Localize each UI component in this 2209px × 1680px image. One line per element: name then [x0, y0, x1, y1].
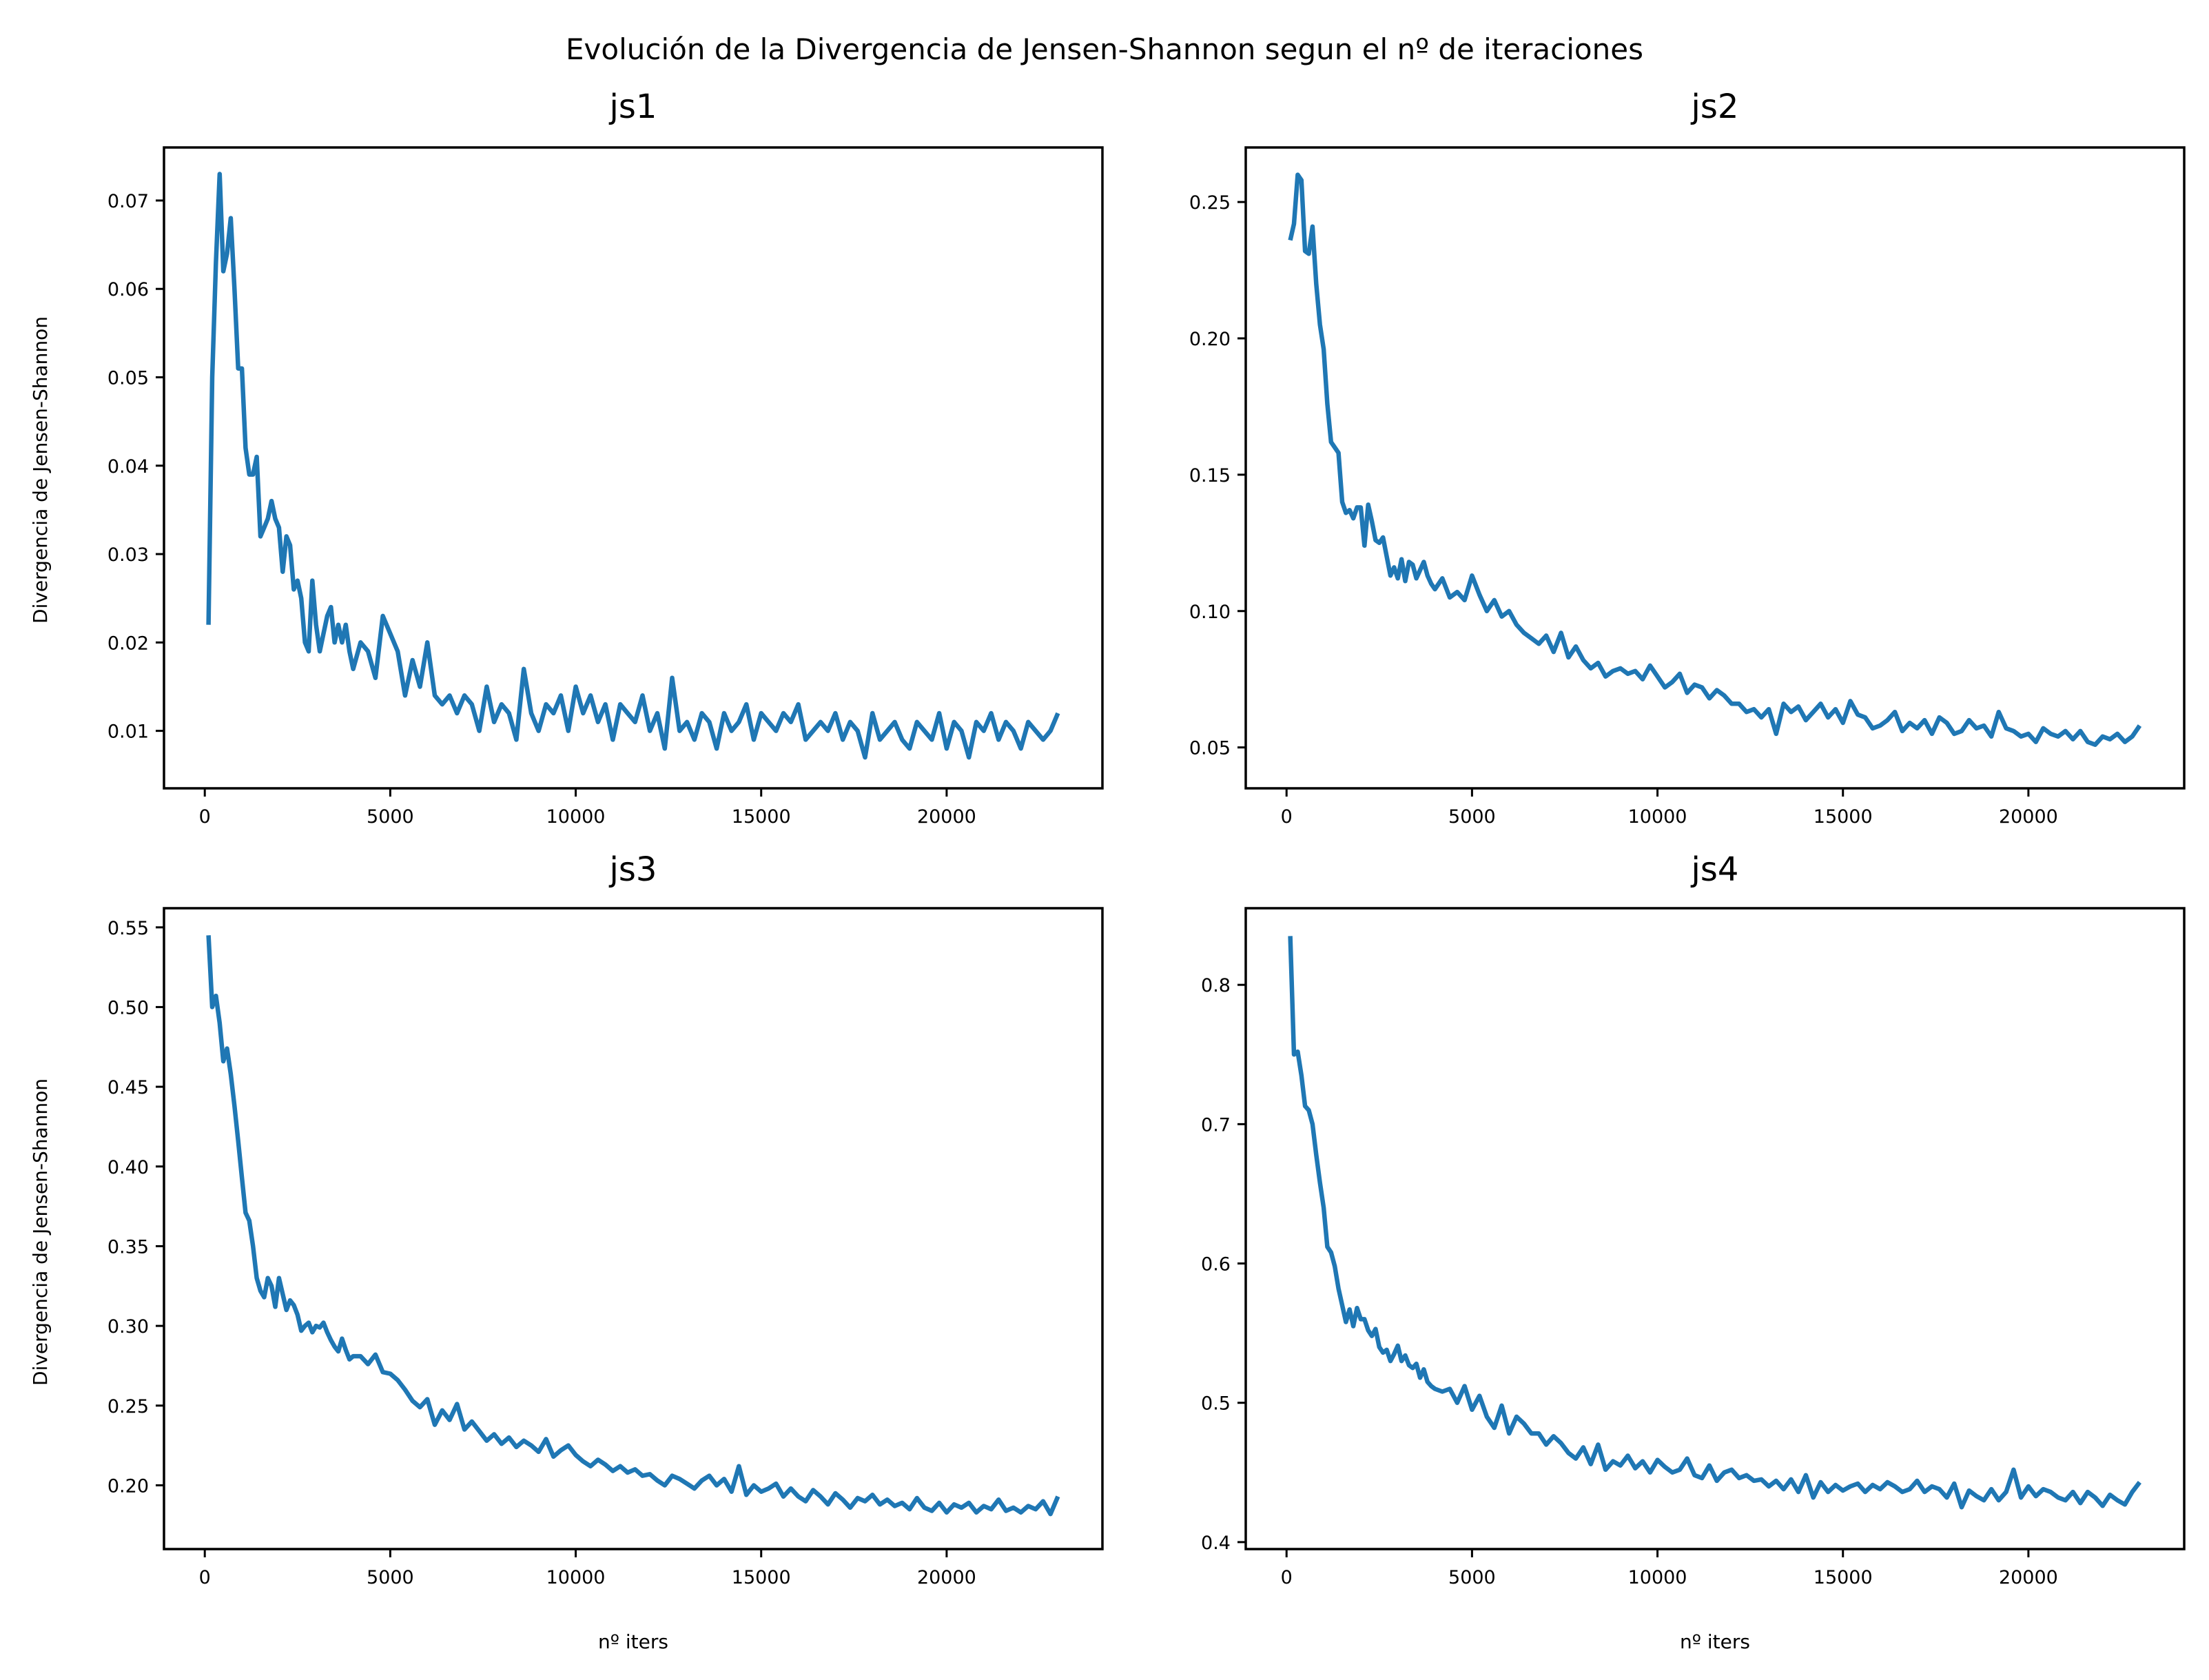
- subplot-title: js3: [609, 850, 657, 889]
- x-tick-label: 5000: [1448, 1567, 1496, 1588]
- y-tick-label: 0.40: [107, 1157, 149, 1178]
- x-tick-label: 10000: [1628, 1567, 1687, 1588]
- x-tick-label: 5000: [367, 1567, 414, 1588]
- x-tick-label: 0: [1281, 1567, 1293, 1588]
- y-tick-label: 0.6: [1201, 1254, 1231, 1276]
- series-line: [1288, 172, 2142, 747]
- y-tick-label: 0.25: [1189, 192, 1231, 214]
- y-tick-label: 0.15: [1189, 465, 1231, 486]
- subplot-title: js1: [609, 88, 657, 126]
- subplot-js3: js3 Divergencia de Jensen-Shannon nº ite…: [29, 850, 1104, 1653]
- y-axis-label: Divergencia de Jensen-Shannon: [29, 1078, 52, 1386]
- y-tick-label: 0.30: [107, 1316, 149, 1338]
- x-tick-label: 0: [199, 1567, 211, 1588]
- y-tick-label: 0.02: [107, 633, 149, 654]
- x-tick-label: 10000: [546, 806, 606, 828]
- y-tick-label: 0.06: [107, 279, 149, 300]
- y-tick-label: 0.07: [107, 191, 149, 212]
- x-tick-label: 15000: [1814, 1567, 1873, 1588]
- x-tick-label: 5000: [1448, 806, 1496, 828]
- y-tick-label: 0.45: [107, 1077, 149, 1098]
- y-tick-label: 0.04: [107, 456, 149, 478]
- y-axis-label: Divergencia de Jensen-Shannon: [29, 316, 52, 624]
- subplot-js1: js1 Divergencia de Jensen-Shannon 0 5000 1…: [29, 88, 1104, 828]
- x-tick-label: 15000: [1814, 806, 1873, 828]
- y-tick-label: 0.20: [107, 1475, 149, 1497]
- y-tick-label: 0.7: [1201, 1114, 1231, 1136]
- y-tick-label: 0.50: [107, 997, 149, 1018]
- x-tick-label: 10000: [546, 1567, 606, 1588]
- figure-title: Evolución de la Divergencia de Jensen-Sh…: [566, 32, 1643, 66]
- subplot-js4: js4 nº iters 0 5000 10000 15000 20000 0.4 0.5 0…: [1201, 850, 2186, 1653]
- x-tick-label: 0: [1281, 806, 1293, 828]
- x-tick-label: 20000: [1999, 1567, 2058, 1588]
- y-tick-label: 0.20: [1189, 329, 1231, 350]
- y-tick-label: 0.05: [1189, 738, 1231, 759]
- x-axis-label: nº iters: [1680, 1630, 1750, 1653]
- plot-frame: [163, 146, 1104, 790]
- x-tick-label: 0: [199, 806, 211, 828]
- plot-frame: [1244, 146, 2186, 790]
- plot-frame: [163, 907, 1104, 1550]
- subplot-title: js2: [1691, 88, 1739, 126]
- y-tick-label: 0.10: [1189, 602, 1231, 623]
- x-tick-label: 15000: [732, 806, 791, 828]
- y-tick-label: 0.5: [1201, 1393, 1231, 1415]
- x-tick-label: 15000: [732, 1567, 791, 1588]
- x-tick-label: 20000: [1999, 806, 2058, 828]
- x-tick-label: 5000: [367, 806, 414, 828]
- x-tick-label: 20000: [917, 806, 976, 828]
- x-axis-label: nº iters: [598, 1630, 668, 1653]
- y-tick-label: 0.25: [107, 1396, 149, 1417]
- y-tick-label: 0.35: [107, 1236, 149, 1258]
- y-tick-label: 0.01: [107, 721, 149, 743]
- y-tick-label: 0.03: [107, 544, 149, 566]
- subplot-title: js4: [1691, 850, 1739, 889]
- series-line: [206, 172, 1060, 760]
- plot-frame: [1244, 907, 2186, 1550]
- series-line: [1288, 936, 2141, 1510]
- series-line: [206, 935, 1060, 1517]
- subplot-js2: js2 0 5000 10000 15000 20000 0.05 0.10 0.15 0.20…: [1189, 88, 2186, 828]
- y-tick-label: 0.4: [1201, 1533, 1231, 1554]
- y-tick-label: 0.05: [107, 368, 149, 389]
- y-tick-label: 0.8: [1201, 975, 1231, 996]
- x-tick-label: 10000: [1628, 806, 1687, 828]
- y-tick-label: 0.55: [107, 918, 149, 939]
- x-tick-label: 20000: [917, 1567, 976, 1588]
